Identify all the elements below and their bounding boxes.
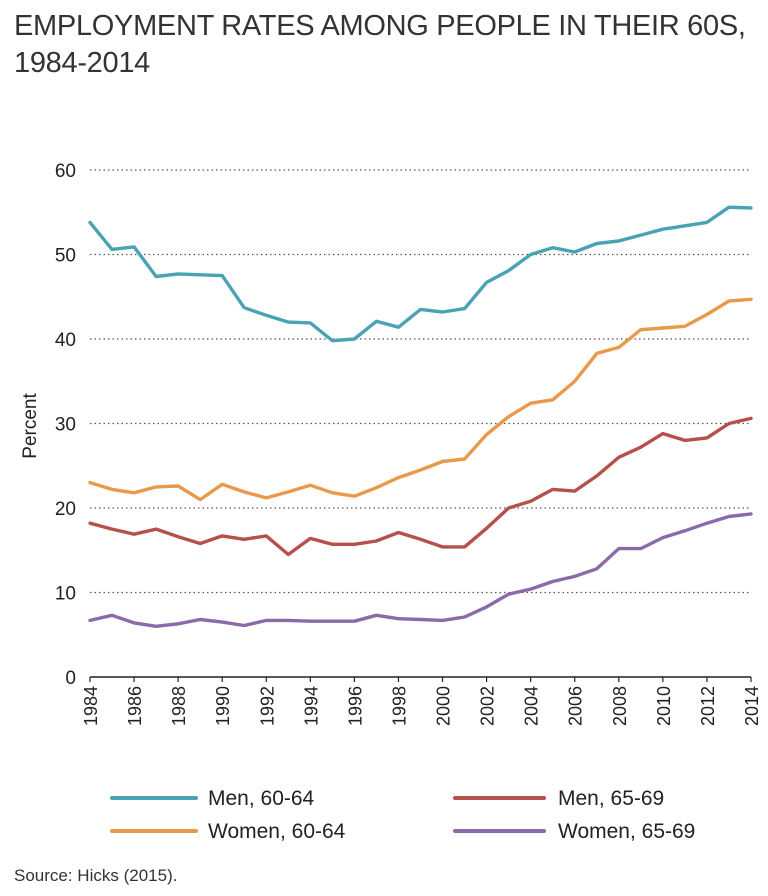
y-tick-label: 0 <box>65 668 76 689</box>
series-lines <box>88 205 753 628</box>
series-line-women-65-69 <box>88 512 753 628</box>
x-tick-label: 1998 <box>389 686 409 726</box>
series-line-women-60-64 <box>88 297 753 502</box>
chart-title: EMPLOYMENT RATES AMONG PEOPLE IN THEIR 6… <box>14 10 746 79</box>
source-note: Source: Hicks (2015). <box>14 866 178 885</box>
y-axis-label: Percent <box>20 393 41 459</box>
x-tick-label: 1996 <box>345 686 365 726</box>
legend-label: Women, 65-69 <box>558 820 695 843</box>
x-tick-label: 1988 <box>169 686 189 726</box>
series-line-men-60-64 <box>88 205 753 343</box>
x-tick-label: 2006 <box>566 686 586 726</box>
y-tick-label: 60 <box>55 161 76 182</box>
y-tick-label: 20 <box>55 499 76 520</box>
x-tick-label: 2002 <box>478 686 498 726</box>
x-tick-label: 1994 <box>301 686 321 726</box>
y-tick-label: 10 <box>55 584 76 605</box>
x-tick-label: 2012 <box>698 686 718 726</box>
x-tick-label: 2000 <box>434 686 454 726</box>
x-tick-label: 2004 <box>522 686 542 726</box>
y-tick-label: 30 <box>55 415 76 436</box>
x-tick-label: 1990 <box>213 686 233 726</box>
x-tick-label: 2010 <box>654 686 674 726</box>
x-tick-label: 2014 <box>742 686 762 726</box>
x-tick-label: 1984 <box>81 686 101 726</box>
series-line-men-65-69 <box>88 416 753 557</box>
x-tick-label: 1992 <box>257 686 277 726</box>
y-tick-label: 50 <box>55 246 76 267</box>
legend-label: Men, 65-69 <box>558 787 664 810</box>
y-tick-label: 40 <box>55 330 76 351</box>
x-tick-label: 2008 <box>610 686 630 726</box>
legend: Men, 60-64 Men, 65-69 Women, 60-64 Women, 6… <box>110 787 695 843</box>
x-tick-label: 1986 <box>125 686 145 726</box>
x-axis-ticks: 1984 1986 1988 1990 1992 1994 1996 1998 2000 2002… <box>81 677 762 726</box>
legend-label: Men, 60-64 <box>208 787 315 810</box>
y-axis-ticks: 0 10 20 30 40 50 60 <box>55 161 76 689</box>
legend-label: Women, 60-64 <box>208 820 346 843</box>
